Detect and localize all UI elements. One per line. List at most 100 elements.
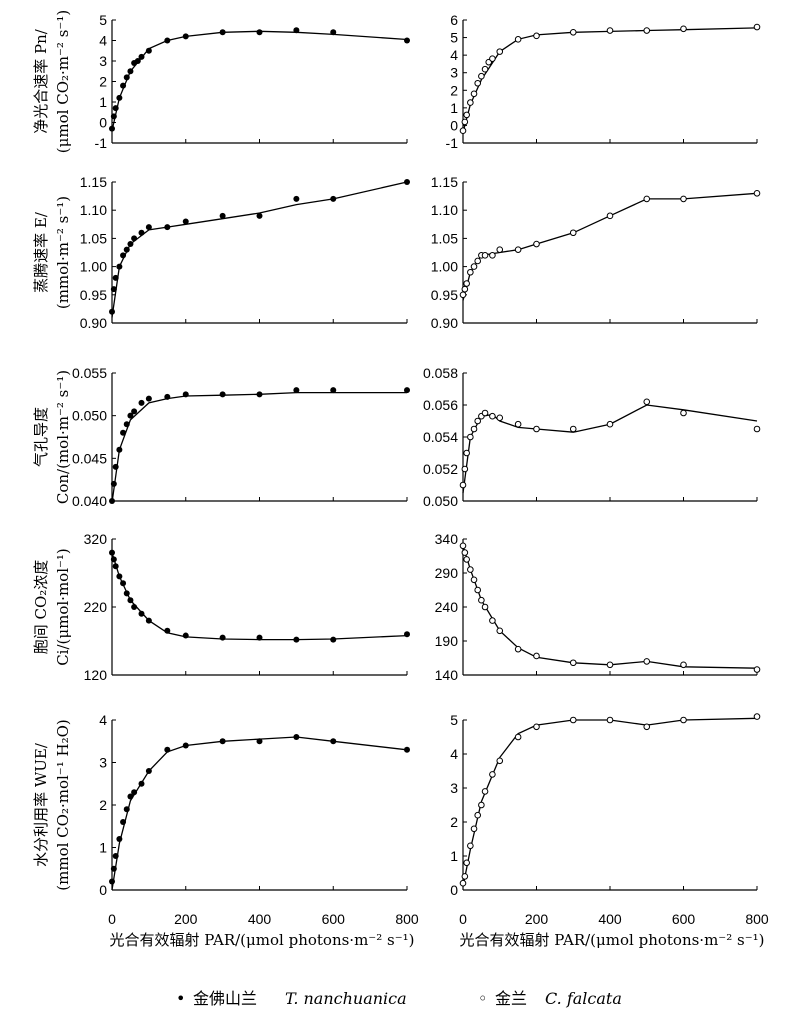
data-point	[120, 82, 127, 89]
y-tick-label: 1	[450, 100, 458, 116]
y-tick-label: 1	[99, 840, 107, 856]
data-point	[533, 652, 540, 660]
data-point	[680, 195, 687, 203]
data-point	[138, 780, 145, 787]
x-tick-label: 0	[108, 911, 116, 927]
y-tick-label: 320	[84, 531, 108, 547]
data-point	[481, 65, 489, 73]
y-axis-label-line2: Ci/(μmol·mol⁻¹)	[54, 548, 72, 666]
y-tick-label: 0.040	[72, 493, 107, 509]
data-point	[182, 218, 189, 225]
y-tick-label: 4	[99, 712, 107, 728]
data-point	[470, 90, 478, 98]
data-point	[753, 23, 761, 31]
data-point	[680, 716, 687, 724]
data-point	[474, 79, 482, 87]
data-point	[112, 563, 119, 570]
y-tick-label: 0.056	[423, 397, 458, 413]
data-point	[256, 212, 263, 219]
data-point	[120, 819, 127, 825]
y-tick-label: 0.058	[423, 365, 458, 381]
data-point	[116, 446, 123, 453]
x-tick-label: 200	[525, 911, 549, 927]
y-tick-label: 3	[450, 780, 458, 796]
y-tick-label: 2	[99, 74, 107, 90]
y-tick-label: 3	[99, 53, 107, 69]
data-point	[478, 72, 485, 80]
data-point	[489, 252, 496, 259]
data-point	[481, 603, 489, 611]
y-tick-label: 240	[435, 599, 459, 615]
fit-curve	[462, 717, 758, 887]
panel-5-nanchuanica: 0 1 2 3 4 0 200 400 600 800 水分利用率 WUE/(mmol CO₂·mo…	[32, 712, 419, 927]
data-point	[404, 37, 410, 44]
data-point	[131, 604, 138, 610]
y-tick-label: 0.95	[80, 287, 107, 303]
y-tick-label: 1.00	[80, 259, 107, 275]
y-axis-label-line1: 净光合速率 Pn/	[32, 28, 50, 134]
data-point	[164, 393, 171, 400]
data-point	[474, 586, 482, 594]
panel-4-nanchuanica: 120 220 320 胞间 CO₂浓度 Ci/(μmol·mol⁻¹)	[32, 531, 410, 683]
data-point	[182, 391, 189, 398]
data-point	[404, 746, 410, 753]
data-point	[489, 771, 496, 778]
data-point	[109, 308, 115, 315]
data-point	[182, 33, 189, 40]
data-point	[569, 716, 577, 724]
data-point	[219, 634, 226, 641]
data-point	[110, 113, 117, 120]
y-tick-label: 1.10	[80, 202, 107, 218]
data-point	[533, 32, 540, 40]
data-point	[514, 420, 522, 428]
data-point	[514, 733, 522, 741]
data-point	[164, 627, 171, 634]
data-point	[643, 658, 651, 665]
data-point	[467, 433, 474, 441]
data-point	[489, 617, 496, 624]
data-point	[256, 29, 263, 36]
y-axis-label-line1: 蒸腾速率 E/	[32, 211, 50, 293]
data-point	[459, 481, 467, 489]
data-point	[753, 666, 761, 673]
data-point	[134, 58, 141, 64]
data-point	[496, 627, 504, 635]
data-point	[109, 878, 115, 885]
panel-2-nanchuanica: 0.90 0.95 1.00 1.05 1.10 1.15 蒸腾速率 E/(mmol·m⁻²…	[32, 174, 410, 331]
y-tick-label: 0.052	[423, 461, 458, 477]
legend-name-cn-open: 金兰	[495, 989, 527, 1008]
data-point	[463, 556, 470, 563]
data-point	[459, 542, 467, 550]
legend-name-latin-filled: T. nanchuanica	[285, 989, 407, 1008]
data-point	[606, 27, 614, 34]
data-point	[643, 195, 651, 203]
data-point	[330, 387, 337, 394]
data-point	[680, 409, 687, 417]
data-point	[120, 252, 127, 259]
data-point	[467, 99, 474, 106]
data-point	[256, 738, 263, 745]
data-point	[459, 879, 467, 887]
data-point	[474, 257, 482, 265]
data-point	[489, 412, 496, 420]
x-tick-label: 0	[459, 911, 467, 927]
data-point	[496, 246, 504, 253]
data-point	[256, 391, 263, 398]
y-axis-label-line1: 气孔导度	[32, 407, 50, 467]
panel-1-falcata: -1 01 23 45 6	[446, 12, 761, 151]
data-point	[643, 27, 651, 34]
y-tick-label: 1.05	[80, 230, 107, 246]
data-point	[569, 29, 577, 36]
y-tick-label: 1.10	[431, 202, 458, 218]
y-tick-label: 5	[450, 712, 458, 728]
y-axis-label-line1: 水分利用率 WUE/	[32, 742, 50, 867]
fit-curve	[111, 181, 408, 318]
data-point	[145, 395, 152, 402]
data-point	[680, 661, 687, 669]
data-point	[496, 757, 504, 765]
y-axis-label-line2: (mmol·m⁻² s⁻¹)	[54, 196, 72, 309]
fit-curve	[111, 391, 407, 503]
data-point	[112, 853, 119, 859]
panel-5-falcata: 0 1 2 3 4 5 0 200 400 600 800	[450, 712, 769, 927]
